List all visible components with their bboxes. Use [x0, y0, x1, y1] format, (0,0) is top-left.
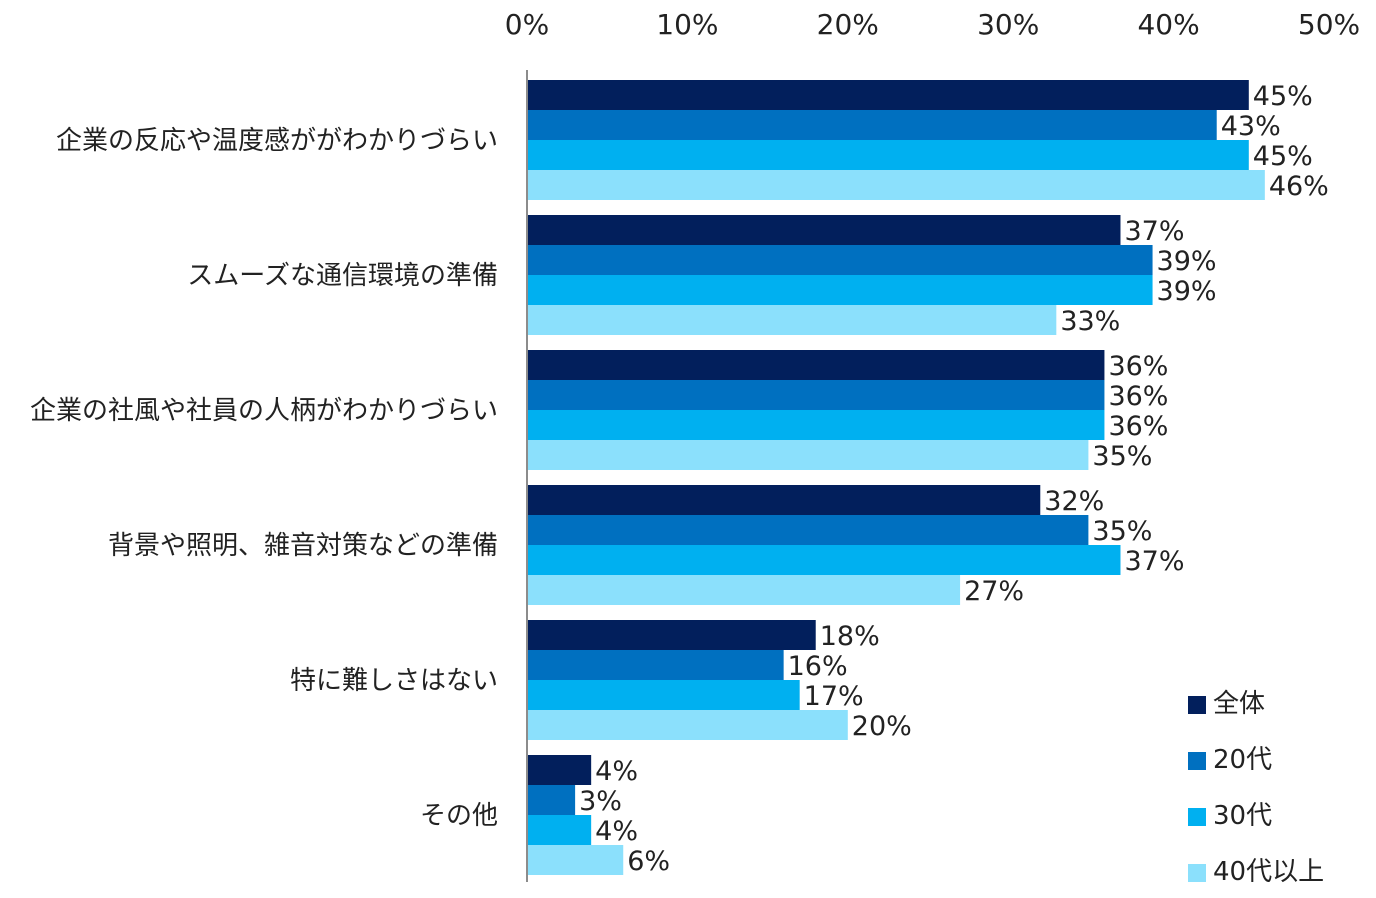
legend-label: 30代: [1213, 801, 1272, 831]
x-tick-label: 20%: [817, 8, 879, 41]
data-label: 39%: [1157, 276, 1217, 307]
legend-swatch: [1188, 752, 1206, 770]
data-label: 37%: [1124, 216, 1184, 247]
x-tick-label: 10%: [656, 8, 718, 41]
data-label: 37%: [1124, 546, 1184, 577]
bar: [527, 815, 592, 845]
data-label: 20%: [852, 711, 912, 742]
data-label: 35%: [1092, 516, 1152, 547]
bar: [527, 710, 848, 740]
value-labels: 45%43%45%46%37%39%39%33%36%36%36%35%32%3…: [579, 81, 1329, 877]
data-label: 36%: [1108, 381, 1168, 412]
category-label: その他: [420, 801, 498, 831]
bar: [527, 755, 592, 785]
x-axis-ticks: 0% 10% 20% 30% 40% 50%: [505, 8, 1360, 41]
category-labels: 企業の反応や温度感ががわかりづらいスムーズな通信環境の準備企業の社風や社員の人柄…: [30, 126, 498, 831]
data-label: 46%: [1269, 171, 1329, 202]
bar: [527, 785, 576, 815]
bar: [527, 410, 1105, 440]
bar: [527, 845, 624, 875]
bar: [527, 140, 1249, 170]
data-label: 16%: [788, 651, 848, 682]
data-label: 39%: [1157, 246, 1217, 277]
data-label: 35%: [1092, 441, 1152, 472]
category-label: 特に難しさはない: [290, 666, 498, 696]
category-label: スムーズな通信環境の準備: [187, 261, 498, 291]
bar: [527, 80, 1249, 110]
data-label: 33%: [1060, 306, 1120, 337]
bar: [527, 620, 816, 650]
legend-label: 全体: [1213, 689, 1265, 719]
category-label: 企業の反応や温度感ががわかりづらい: [56, 126, 498, 156]
data-label: 27%: [964, 576, 1024, 607]
legend-label: 20代: [1213, 745, 1272, 775]
bars: [527, 80, 1265, 875]
data-label: 45%: [1253, 141, 1313, 172]
bar: [527, 440, 1089, 470]
bar: [527, 380, 1105, 410]
x-tick-label: 0%: [505, 8, 549, 41]
data-label: 4%: [595, 756, 638, 787]
x-tick-label: 40%: [1137, 8, 1199, 41]
data-label: 18%: [820, 621, 880, 652]
bar: [527, 650, 784, 680]
bar: [527, 245, 1153, 275]
legend-swatch: [1188, 808, 1206, 826]
data-label: 43%: [1221, 111, 1281, 142]
bar: [527, 350, 1105, 380]
data-label: 4%: [595, 816, 638, 847]
x-tick-label: 50%: [1298, 8, 1360, 41]
legend-label: 40代以上: [1213, 857, 1324, 887]
legend: 全体 20代 30代 40代以上: [1188, 689, 1324, 887]
bar: [527, 680, 800, 710]
data-label: 36%: [1108, 351, 1168, 382]
bar: [527, 110, 1217, 140]
bar: [527, 305, 1057, 335]
category-label: 背景や照明、雑音対策などの準備: [108, 531, 498, 561]
legend-swatch: [1188, 864, 1206, 882]
data-label: 17%: [804, 681, 864, 712]
bar: [527, 575, 961, 605]
category-label: 企業の社風や社員の人柄がわかりづらい: [30, 396, 498, 426]
bar: [527, 515, 1089, 545]
bar: [527, 170, 1265, 200]
bar: [527, 275, 1153, 305]
data-label: 3%: [579, 786, 622, 817]
bar: [527, 215, 1121, 245]
legend-swatch: [1188, 696, 1206, 714]
x-tick-label: 30%: [977, 8, 1039, 41]
data-label: 6%: [627, 846, 670, 877]
bar: [527, 485, 1041, 515]
data-label: 45%: [1253, 81, 1313, 112]
data-label: 36%: [1108, 411, 1168, 442]
bar: [527, 545, 1121, 575]
data-label: 32%: [1044, 486, 1104, 517]
